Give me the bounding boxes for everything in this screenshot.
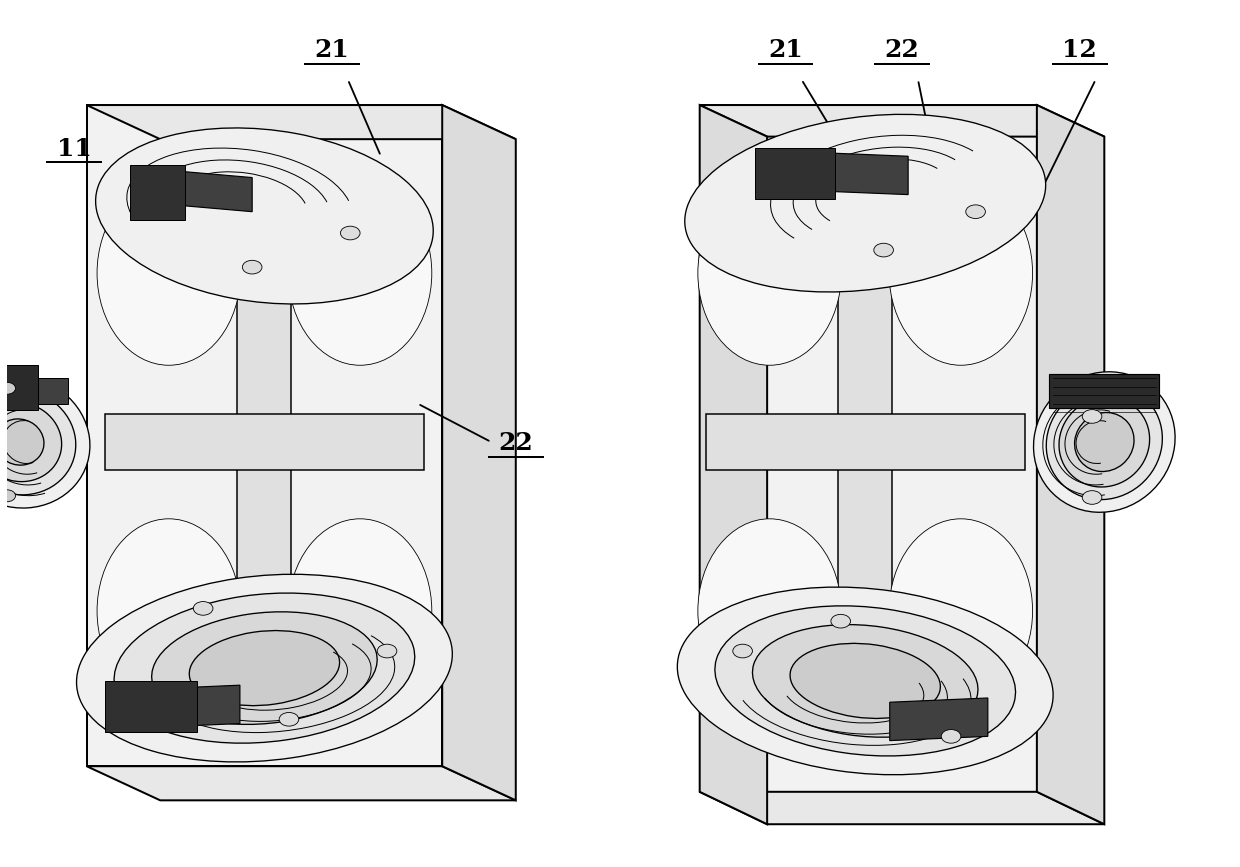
Circle shape <box>242 260 262 274</box>
Ellipse shape <box>77 574 453 762</box>
Circle shape <box>1083 491 1102 505</box>
Polygon shape <box>129 165 185 220</box>
Circle shape <box>193 602 213 616</box>
Ellipse shape <box>95 128 433 304</box>
Ellipse shape <box>114 593 414 743</box>
Circle shape <box>831 615 851 628</box>
Polygon shape <box>699 105 1037 792</box>
Text: 21: 21 <box>768 38 804 62</box>
Circle shape <box>377 644 397 658</box>
Ellipse shape <box>1059 397 1149 487</box>
Text: 11: 11 <box>57 136 92 160</box>
Ellipse shape <box>889 181 1033 365</box>
Text: 21: 21 <box>315 38 350 62</box>
Ellipse shape <box>756 150 973 257</box>
Ellipse shape <box>289 181 432 365</box>
Polygon shape <box>755 147 835 199</box>
Circle shape <box>941 729 961 743</box>
Polygon shape <box>141 685 239 727</box>
Polygon shape <box>890 698 988 740</box>
Ellipse shape <box>0 376 91 508</box>
Ellipse shape <box>1047 384 1162 499</box>
Ellipse shape <box>677 587 1053 775</box>
Polygon shape <box>87 105 516 140</box>
Polygon shape <box>699 105 1105 137</box>
Polygon shape <box>0 365 37 409</box>
Text: 22: 22 <box>884 38 919 62</box>
Ellipse shape <box>790 643 940 719</box>
Ellipse shape <box>1075 413 1135 472</box>
Polygon shape <box>237 135 291 749</box>
Ellipse shape <box>164 163 366 269</box>
Polygon shape <box>443 105 516 800</box>
Ellipse shape <box>190 630 340 706</box>
Ellipse shape <box>289 518 432 703</box>
Circle shape <box>341 226 360 240</box>
Ellipse shape <box>889 518 1033 703</box>
Polygon shape <box>105 414 424 470</box>
Ellipse shape <box>720 132 1009 274</box>
Polygon shape <box>699 792 1105 825</box>
Ellipse shape <box>698 518 841 703</box>
Circle shape <box>874 244 894 257</box>
Circle shape <box>966 205 986 218</box>
Ellipse shape <box>0 419 43 465</box>
Polygon shape <box>1049 374 1159 407</box>
Polygon shape <box>0 378 68 404</box>
Ellipse shape <box>197 180 332 251</box>
Polygon shape <box>105 681 197 732</box>
Polygon shape <box>699 105 768 825</box>
Ellipse shape <box>97 518 241 703</box>
Ellipse shape <box>97 181 241 365</box>
Polygon shape <box>706 414 1024 470</box>
Ellipse shape <box>794 167 937 238</box>
Polygon shape <box>804 152 908 194</box>
Ellipse shape <box>684 114 1045 292</box>
Circle shape <box>1083 409 1102 423</box>
Text: 12: 12 <box>1063 38 1097 62</box>
Ellipse shape <box>151 612 377 725</box>
Polygon shape <box>1037 105 1105 825</box>
Circle shape <box>279 713 299 727</box>
Ellipse shape <box>698 181 841 365</box>
Ellipse shape <box>0 389 76 495</box>
Circle shape <box>0 490 16 502</box>
Polygon shape <box>838 135 893 749</box>
Circle shape <box>733 644 753 658</box>
Polygon shape <box>87 766 516 800</box>
Polygon shape <box>87 105 443 766</box>
Ellipse shape <box>715 606 1016 756</box>
Circle shape <box>0 382 16 394</box>
Polygon shape <box>154 169 252 212</box>
Text: 22: 22 <box>498 431 533 455</box>
Ellipse shape <box>129 146 399 286</box>
Ellipse shape <box>0 402 62 482</box>
Ellipse shape <box>753 624 978 737</box>
Ellipse shape <box>1033 372 1176 512</box>
